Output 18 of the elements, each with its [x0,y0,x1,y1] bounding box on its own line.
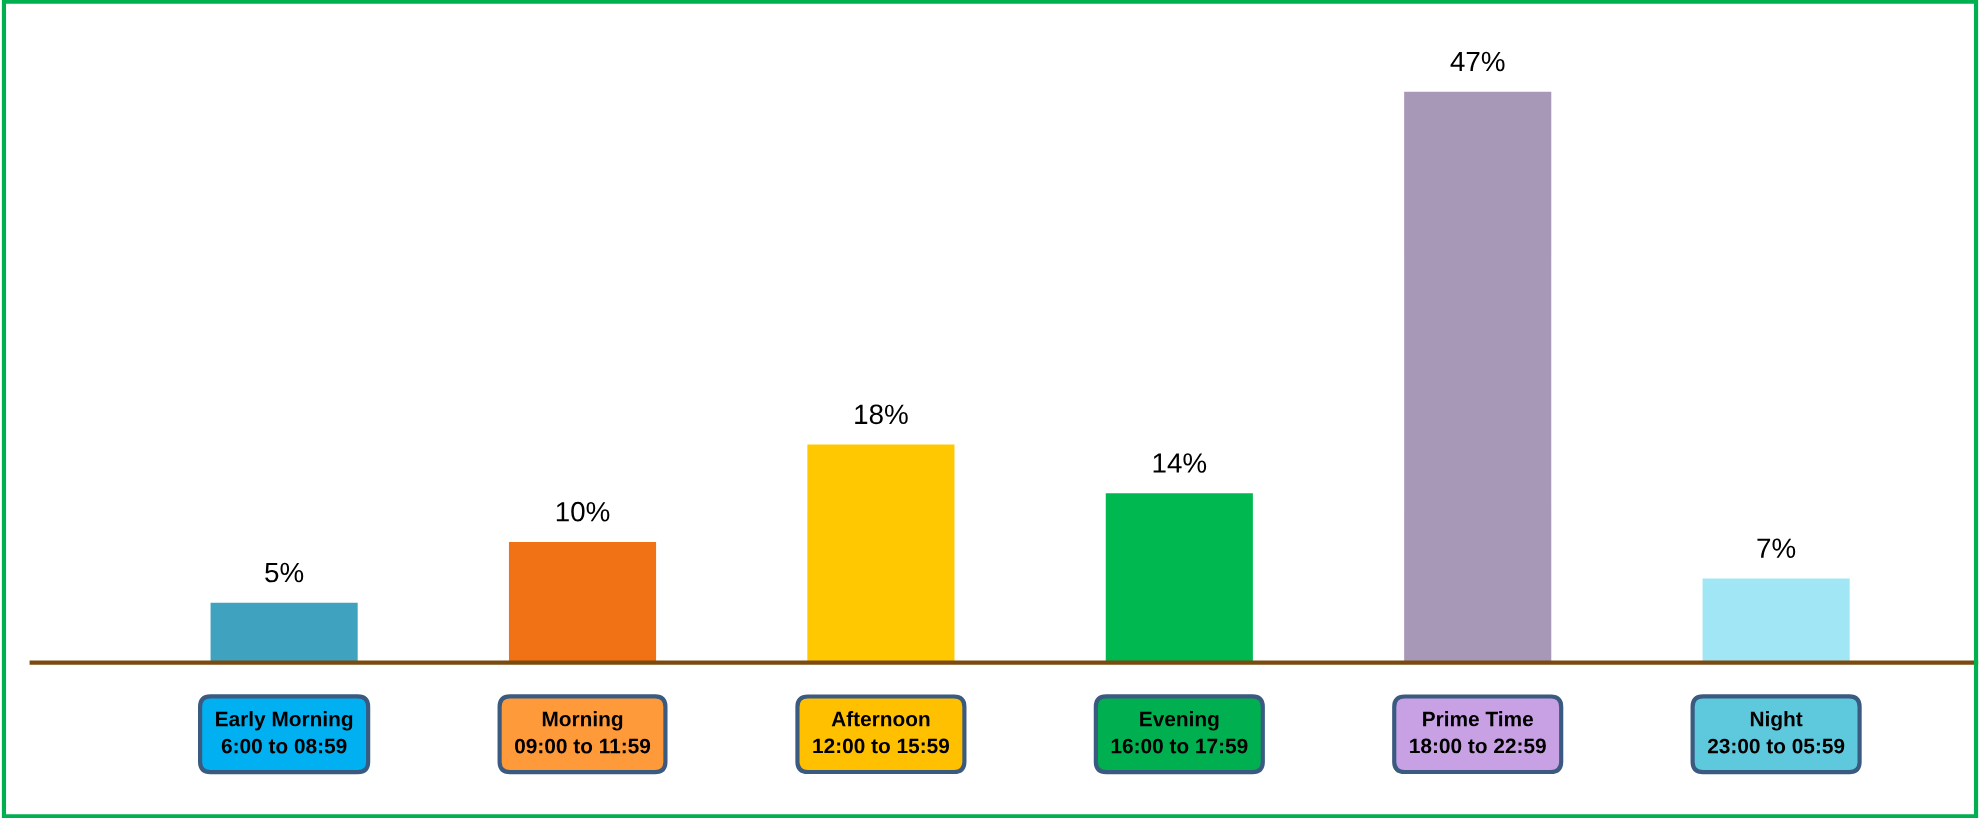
x-tick-label: Night 23:00 to 05:59 [1707,711,1845,754]
bar [1103,491,1255,663]
x-tick-label: Evening 16:00 to 17:59 [1111,711,1248,754]
data-label: 47% [1450,51,1505,72]
data-label: 18% [855,404,908,425]
x-tick-label: Prime Time 18:00 to 22:59 [1410,711,1546,754]
x-tick-label: Morning 09:00 to 11:59 [515,711,651,754]
x-tick-label: Early Morning 6:00 to 08:59 [216,711,353,754]
data-label: 10% [556,501,610,522]
bar [1402,89,1554,663]
data-label: 7% [1757,538,1796,558]
x-tick-label: Afternoon 12:00 to 15:59 [813,711,950,754]
data-label: 14% [1153,453,1207,473]
bar [1700,576,1852,663]
bar [506,539,659,663]
bar [208,600,360,663]
bar [805,442,957,663]
data-label: 5% [265,562,304,583]
